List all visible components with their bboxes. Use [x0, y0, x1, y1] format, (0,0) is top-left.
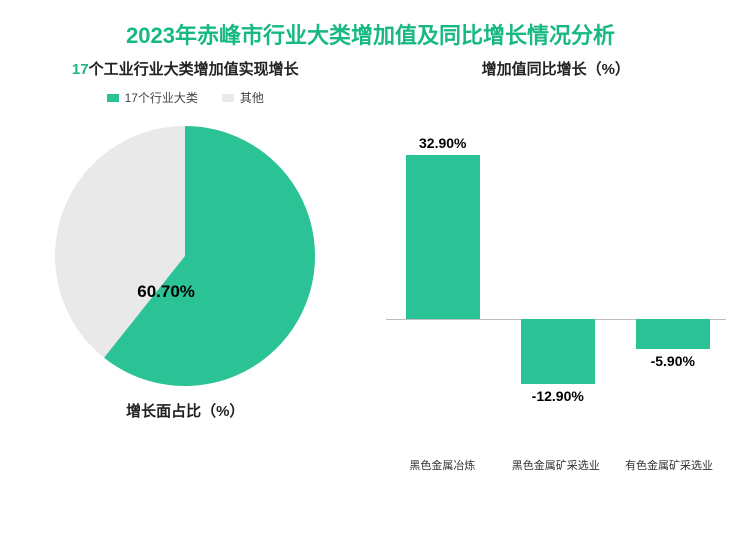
panels: 17个工业行业大类增加值实现增长 17个行业大类 其他 60.70% 增长面占比…: [0, 50, 741, 527]
bar-1: [521, 319, 595, 384]
bar-value-0: 32.90%: [419, 135, 466, 151]
bar-category-2: 有色金属矿采选业: [612, 457, 725, 473]
bar-category-0: 黑色金属冶炼: [386, 457, 499, 473]
legend-swatch-0: [107, 94, 119, 102]
bar-2: [636, 319, 710, 349]
bar-chart: 黑色金属冶炼黑色金属矿采选业有色金属矿采选业 32.90%-12.90%-5.9…: [386, 99, 726, 459]
pie-axis-label: 增长面占比（%）: [10, 400, 361, 421]
bar-value-1: -12.90%: [532, 388, 584, 404]
pie-legend: 17个行业大类 其他: [10, 89, 361, 106]
pie-chart: 60.70%: [45, 116, 325, 396]
bar-subtitle: 增加值同比增长（%）: [381, 58, 732, 79]
panel-bar: 增加值同比增长（%） 黑色金属冶炼黑色金属矿采选业有色金属矿采选业 32.90%…: [371, 50, 741, 527]
panel-pie: 17个工业行业大类增加值实现增长 17个行业大类 其他 60.70% 增长面占比…: [0, 50, 371, 527]
pie-subtitle-highlight: 17: [72, 61, 89, 78]
legend-item-0: 17个行业大类: [107, 89, 198, 106]
pie-svg: [45, 116, 325, 396]
bar-category-1: 黑色金属矿采选业: [499, 457, 612, 473]
legend-swatch-1: [222, 94, 234, 102]
bar-0: [406, 155, 480, 320]
legend-label-1: 其他: [240, 89, 264, 106]
pie-slice-label: 60.70%: [137, 282, 195, 302]
legend-label-0: 17个行业大类: [125, 89, 198, 106]
bar-value-2: -5.90%: [651, 353, 695, 369]
pie-subtitle-rest: 个工业行业大类增加值实现增长: [89, 61, 299, 78]
main-title: 2023年赤峰市行业大类增加值及同比增长情况分析: [0, 0, 741, 50]
bar-category-labels: 黑色金属冶炼黑色金属矿采选业有色金属矿采选业: [386, 457, 726, 473]
pie-subtitle: 17个工业行业大类增加值实现增长: [10, 58, 361, 79]
legend-item-1: 其他: [222, 89, 264, 106]
